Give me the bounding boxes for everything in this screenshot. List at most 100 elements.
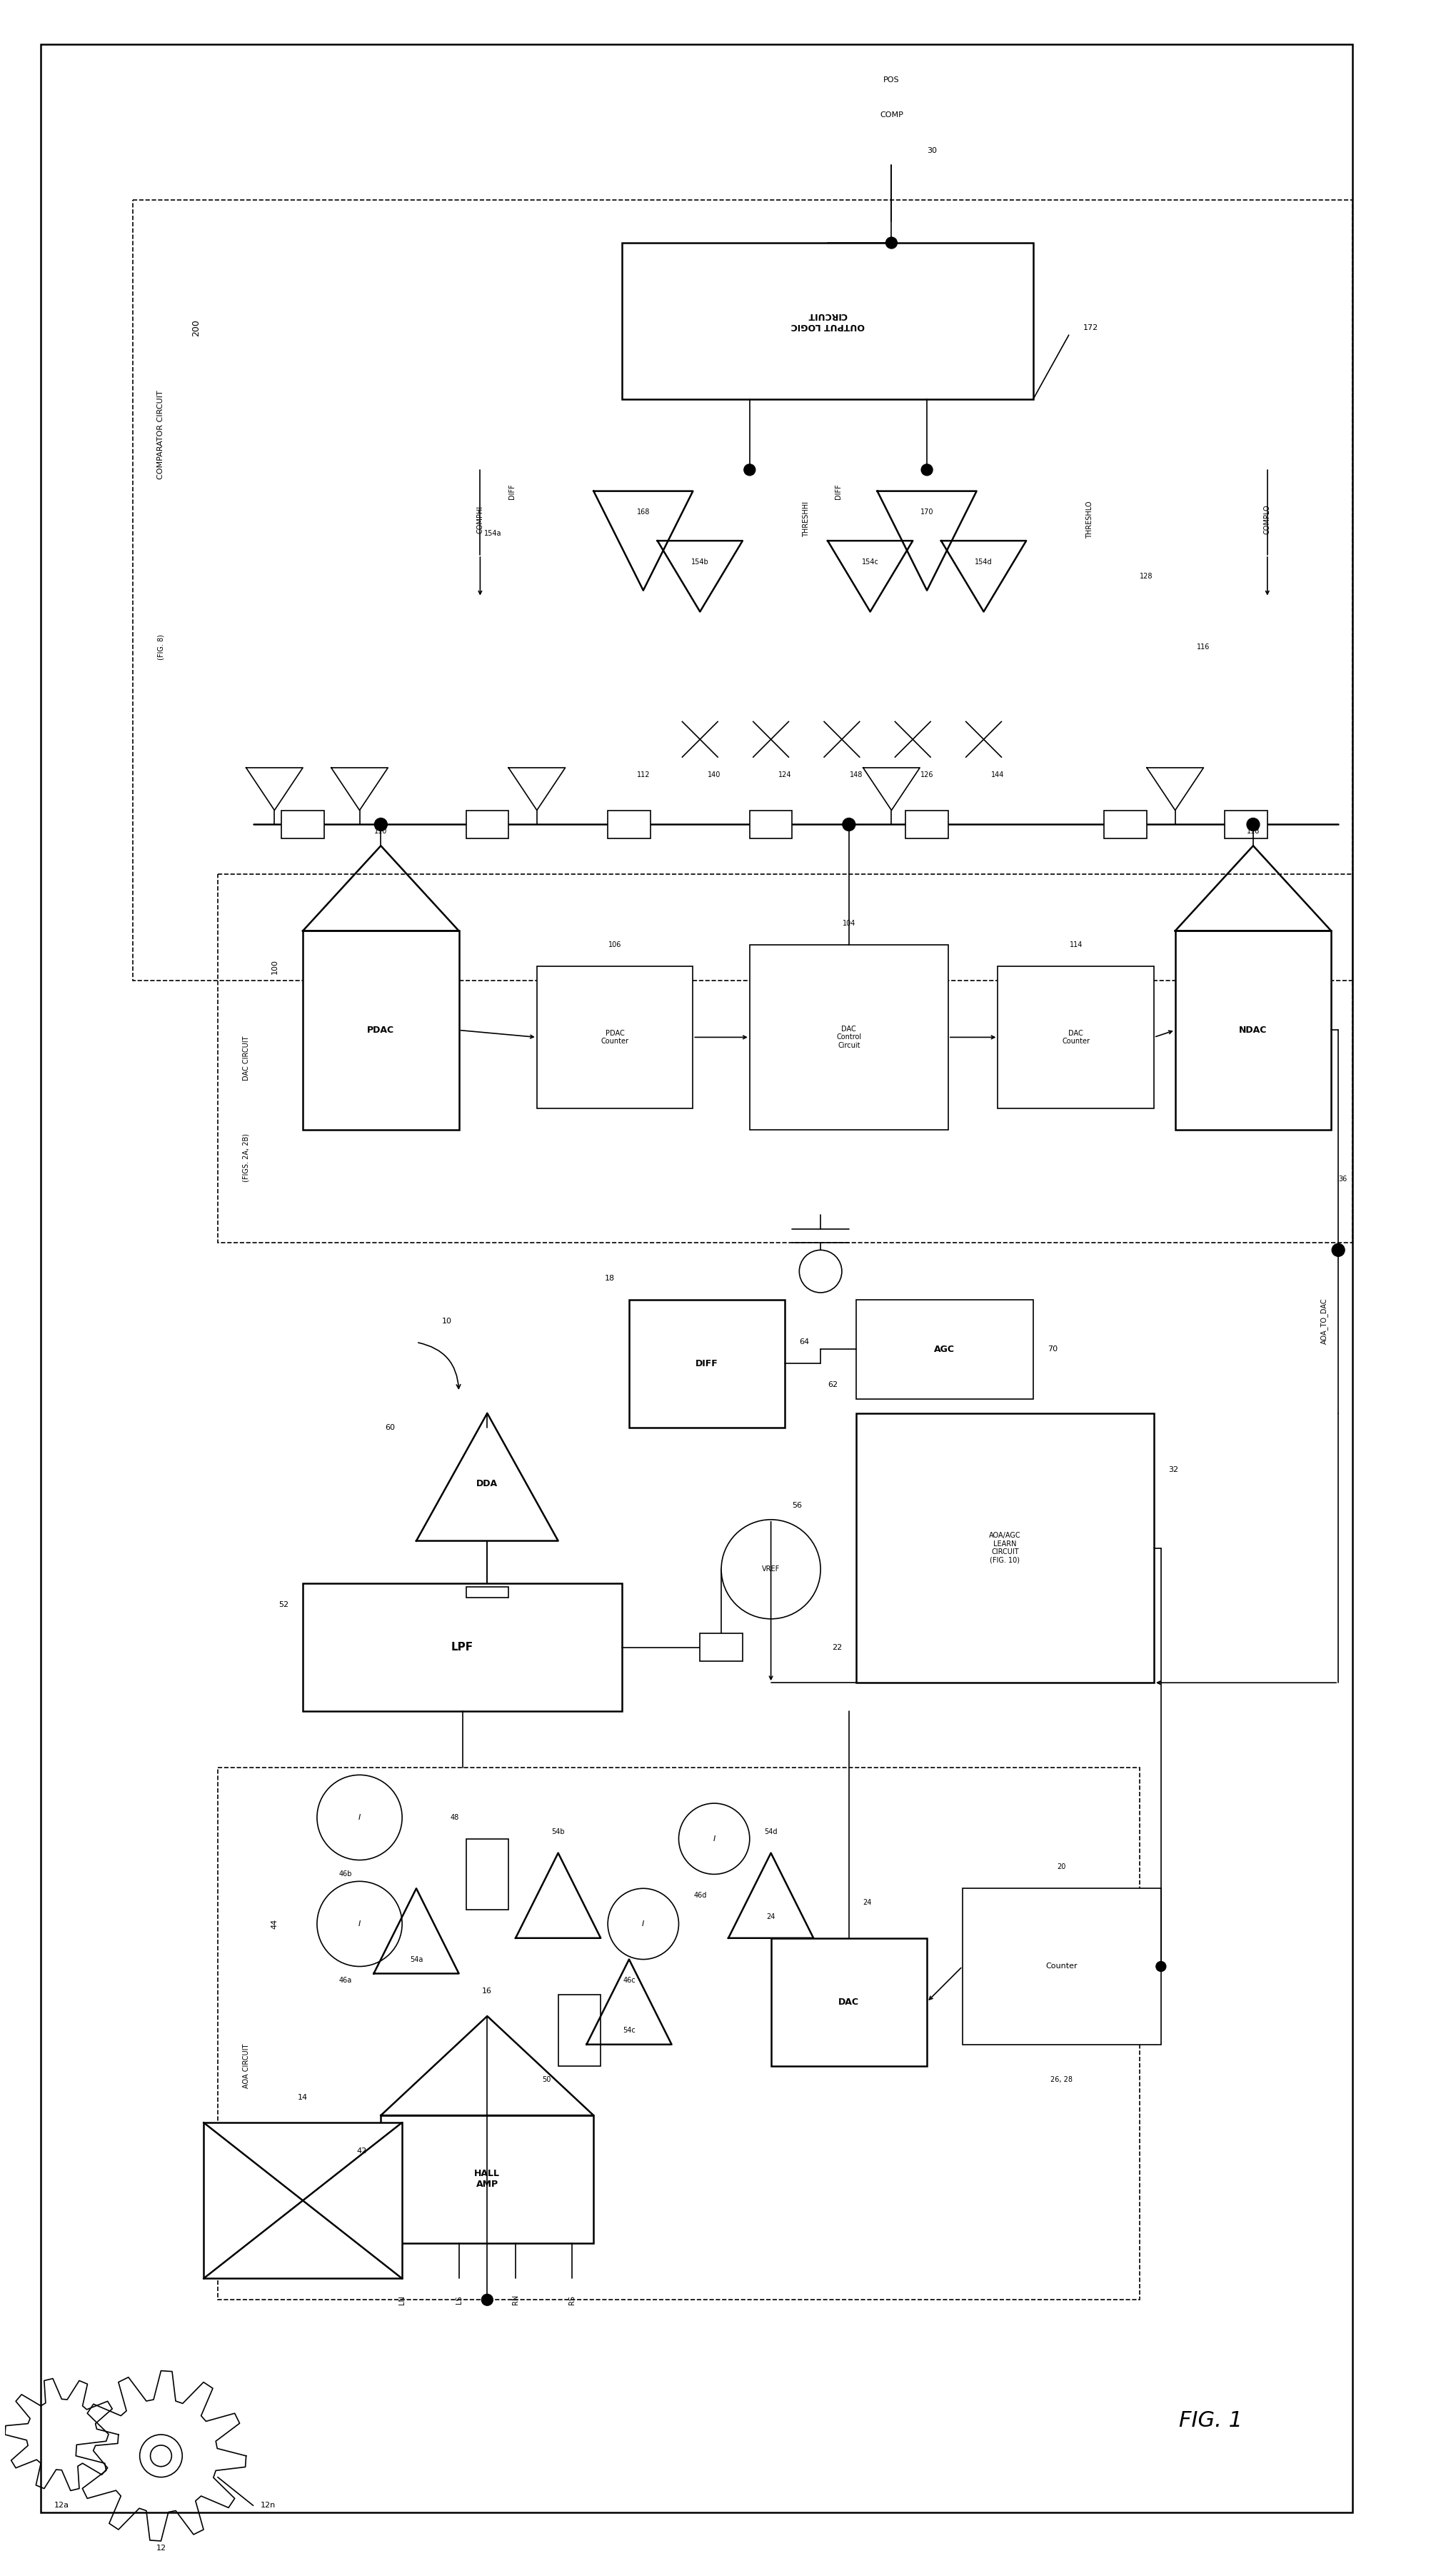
Bar [217, 873, 1351, 1244]
Text: I: I [642, 1919, 644, 1927]
Text: 172: 172 [1082, 325, 1098, 332]
Text: 100: 100 [271, 958, 278, 974]
Text: 168: 168 [636, 510, 649, 515]
Circle shape [1156, 1960, 1165, 1971]
Circle shape [150, 2445, 172, 2465]
Text: 170: 170 [920, 510, 933, 515]
Circle shape [1246, 819, 1259, 832]
Text: 106: 106 [609, 940, 622, 948]
Text: I: I [358, 1919, 361, 1927]
Text: COMPLO: COMPLO [1264, 505, 1270, 533]
Text: 16: 16 [482, 1989, 492, 1994]
Text: DAC
Control
Circuit: DAC Control Circuit [836, 1025, 860, 1048]
Text: 144: 144 [992, 770, 1005, 778]
Text: RN: RN [511, 2295, 518, 2306]
Text: 22: 22 [831, 1643, 842, 1651]
Bar [466, 1839, 508, 1909]
Text: LPF: LPF [451, 1641, 473, 1654]
Text: AOA_TO_DAC: AOA_TO_DAC [1319, 1298, 1328, 1345]
Text: HALL
AMP: HALL AMP [475, 2169, 499, 2190]
Bar [607, 811, 649, 840]
Text: 124: 124 [778, 770, 791, 778]
Bar [303, 930, 459, 1128]
Text: DIFF: DIFF [696, 1360, 718, 1368]
Text: 54a: 54a [409, 1955, 422, 1963]
Text: 154b: 154b [690, 559, 709, 567]
Bar [204, 2123, 402, 2280]
Bar [380, 2115, 593, 2244]
Text: 104: 104 [842, 920, 855, 927]
Bar [750, 945, 948, 1128]
Circle shape [744, 464, 756, 477]
Text: 200: 200 [192, 319, 201, 337]
Circle shape [842, 819, 855, 832]
Text: 46b: 46b [339, 1870, 352, 1878]
Text: 36: 36 [1338, 1175, 1347, 1182]
Text: 14: 14 [297, 2094, 307, 2102]
Text: Counter: Counter [1045, 1963, 1077, 1971]
Text: 148: 148 [849, 770, 862, 778]
Text: NDAC: NDAC [1239, 1025, 1267, 1036]
Text: PDAC
Counter: PDAC Counter [601, 1030, 629, 1046]
Text: PDAC: PDAC [367, 1025, 395, 1036]
Text: 114: 114 [1069, 940, 1082, 948]
Text: COMPHI: COMPHI [476, 505, 483, 533]
Text: 56: 56 [792, 1502, 802, 1510]
Text: 110: 110 [374, 827, 387, 835]
Bar [1175, 930, 1331, 1128]
Bar [997, 966, 1153, 1108]
Text: AOA CIRCUIT: AOA CIRCUIT [242, 2043, 249, 2089]
Text: 44: 44 [271, 1919, 278, 1929]
Bar [132, 201, 1351, 981]
Text: 48: 48 [450, 1814, 459, 1821]
Text: 128: 128 [1139, 572, 1152, 580]
Bar [1224, 811, 1267, 840]
Text: 24: 24 [766, 1914, 775, 1919]
Text: COMP: COMP [879, 111, 903, 118]
Circle shape [482, 2295, 492, 2306]
Text: DDA: DDA [476, 1479, 498, 1489]
Text: 42: 42 [357, 2148, 367, 2154]
Text: 112: 112 [636, 770, 649, 778]
Text: DIFF: DIFF [834, 484, 842, 500]
Text: 30: 30 [926, 147, 936, 155]
Text: 46a: 46a [339, 1976, 352, 1984]
Text: 26, 28: 26, 28 [1050, 2076, 1072, 2084]
Text: VREF: VREF [761, 1566, 779, 1574]
Bar [281, 811, 323, 840]
Bar [466, 1587, 508, 1597]
Text: THRESHLO: THRESHLO [1086, 500, 1093, 538]
Bar [906, 811, 948, 840]
Bar [217, 1767, 1139, 2300]
Text: POS: POS [882, 77, 900, 82]
Text: RS: RS [568, 2295, 575, 2306]
Text: 32: 32 [1168, 1466, 1178, 1473]
Text: 54d: 54d [764, 1829, 778, 1834]
Text: DAC CIRCUIT: DAC CIRCUIT [242, 1036, 249, 1082]
Text: 154d: 154d [974, 559, 992, 567]
Circle shape [374, 819, 387, 832]
Text: 52: 52 [278, 1602, 288, 1607]
Text: 54b: 54b [552, 1829, 565, 1834]
Bar [962, 1888, 1160, 2045]
Text: 118: 118 [1246, 827, 1259, 835]
Circle shape [317, 1775, 402, 1860]
Bar [537, 966, 693, 1108]
Bar [1104, 811, 1146, 840]
Circle shape [317, 1880, 402, 1965]
Text: 140: 140 [708, 770, 721, 778]
Bar [750, 811, 792, 840]
Bar [856, 1414, 1153, 1682]
Text: 116: 116 [1195, 644, 1208, 652]
Bar [856, 1301, 1032, 1399]
Text: 70: 70 [1047, 1345, 1057, 1352]
Text: FIG. 1: FIG. 1 [1178, 2411, 1242, 2432]
Text: AGC: AGC [933, 1345, 955, 1355]
Circle shape [920, 464, 932, 477]
Text: 60: 60 [384, 1425, 395, 1430]
Text: DAC
Counter: DAC Counter [1061, 1030, 1089, 1046]
Text: 154c: 154c [862, 559, 878, 567]
Text: THRESHHI: THRESHHI [802, 502, 810, 538]
Text: 24: 24 [863, 1899, 872, 1906]
Text: LS: LS [456, 2295, 462, 2303]
